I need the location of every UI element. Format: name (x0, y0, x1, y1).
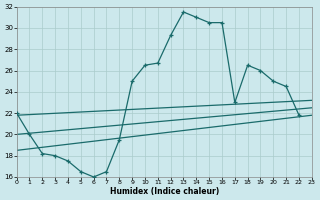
X-axis label: Humidex (Indice chaleur): Humidex (Indice chaleur) (110, 187, 219, 196)
